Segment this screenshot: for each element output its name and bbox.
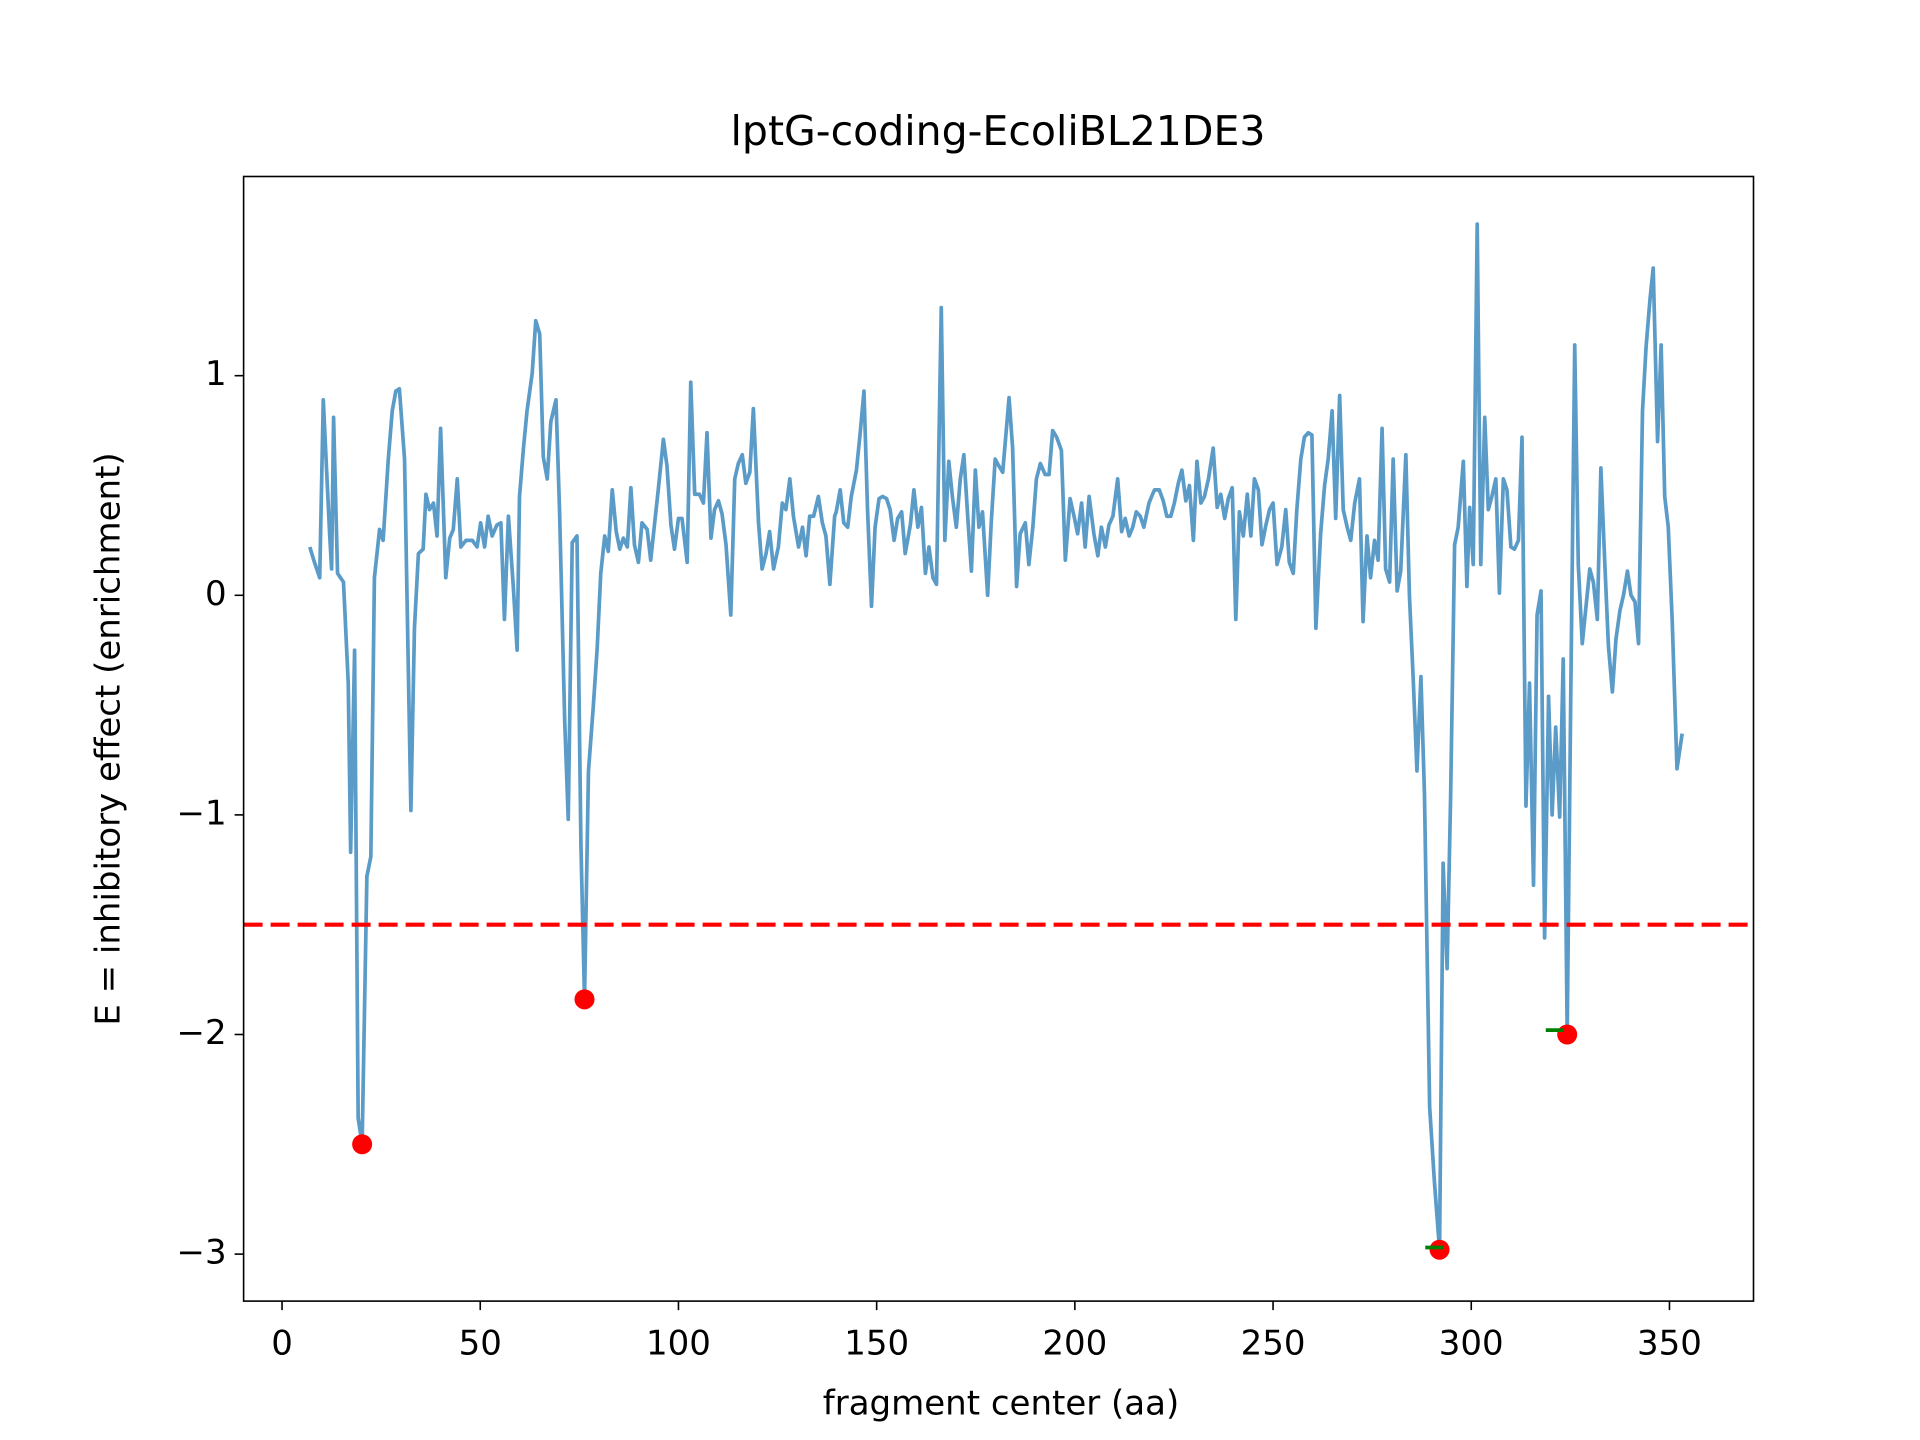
highlight-point [1557, 1024, 1578, 1045]
y-tick-label: 1 [205, 354, 227, 394]
x-tick-label: 300 [1439, 1324, 1504, 1364]
y-tick-label: −1 [176, 793, 226, 833]
x-axis-label: fragment center (aa) [823, 1384, 1180, 1424]
x-tick-label: 50 [459, 1324, 502, 1364]
data-line [308, 222, 1684, 1252]
highlight-point [574, 989, 595, 1010]
x-tick-label: 100 [646, 1324, 711, 1364]
x-tick-label: 0 [271, 1324, 293, 1364]
highlight-point [352, 1134, 373, 1155]
y-tick-label: −2 [176, 1013, 226, 1053]
x-tick-label: 200 [1042, 1324, 1107, 1364]
x-tick-label: 250 [1241, 1324, 1306, 1364]
x-tick-label: 150 [844, 1324, 909, 1364]
plot-frame [242, 175, 1755, 1302]
highlight-point [1429, 1239, 1450, 1260]
y-tick-label: 0 [205, 574, 227, 614]
y-axis-label: E = inhibitory effect (enrichment) [89, 452, 129, 1025]
chart-title: lptG-coding-EcoliBL21DE3 [731, 107, 1266, 155]
x-tick-label: 350 [1637, 1324, 1702, 1364]
y-tick-label: −3 [176, 1233, 226, 1273]
